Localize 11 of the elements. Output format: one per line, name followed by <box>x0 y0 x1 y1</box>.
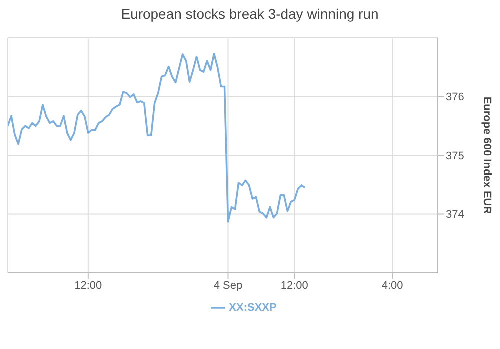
chart-title: European stocks break 3-day winning run <box>120 6 380 22</box>
y-tick-label: 374 <box>446 209 464 222</box>
x-tick-label: 4:00 <box>382 280 404 292</box>
y-tick-label: 375 <box>446 150 464 162</box>
x-tick-label: 12:00 <box>74 280 102 292</box>
y-axis-title: Europe 600 Index EUR <box>481 96 494 214</box>
legend-label: XX:SXXP <box>229 302 277 314</box>
y-tick-label: 376 <box>446 92 464 104</box>
line-series <box>8 52 306 223</box>
x-tick-label: 12:00 <box>280 280 308 292</box>
x-tick-label: 4 Sep <box>214 280 243 292</box>
